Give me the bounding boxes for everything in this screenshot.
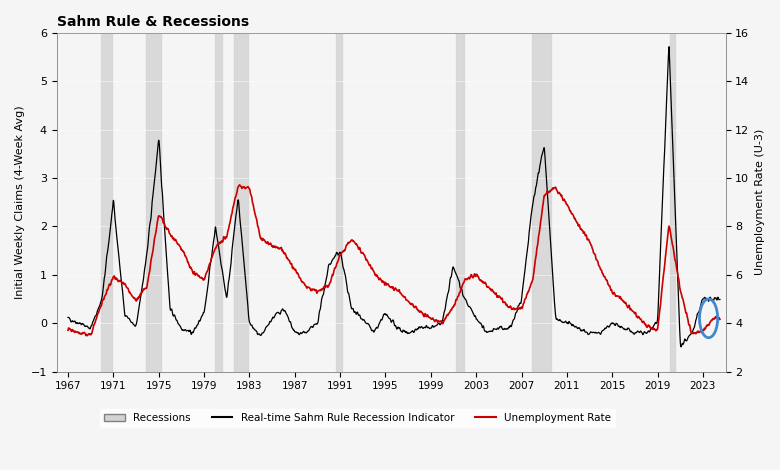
- Y-axis label: Initial Weekly Claims (4-Week Avg): Initial Weekly Claims (4-Week Avg): [15, 105, 25, 299]
- Bar: [670, 33, 675, 372]
- Bar: [532, 33, 551, 372]
- Y-axis label: Unemployment Rate (U-3): Unemployment Rate (U-3): [755, 129, 765, 275]
- Legend: Recessions, Real-time Sahm Rule Recession Indicator, Unemployment Rate: Recessions, Real-time Sahm Rule Recessio…: [100, 409, 615, 427]
- Bar: [233, 33, 248, 372]
- Bar: [146, 33, 161, 372]
- Bar: [101, 33, 112, 372]
- Text: Sahm Rule & Recessions: Sahm Rule & Recessions: [57, 15, 249, 29]
- Bar: [456, 33, 463, 372]
- Bar: [215, 33, 222, 372]
- Bar: [335, 33, 342, 372]
